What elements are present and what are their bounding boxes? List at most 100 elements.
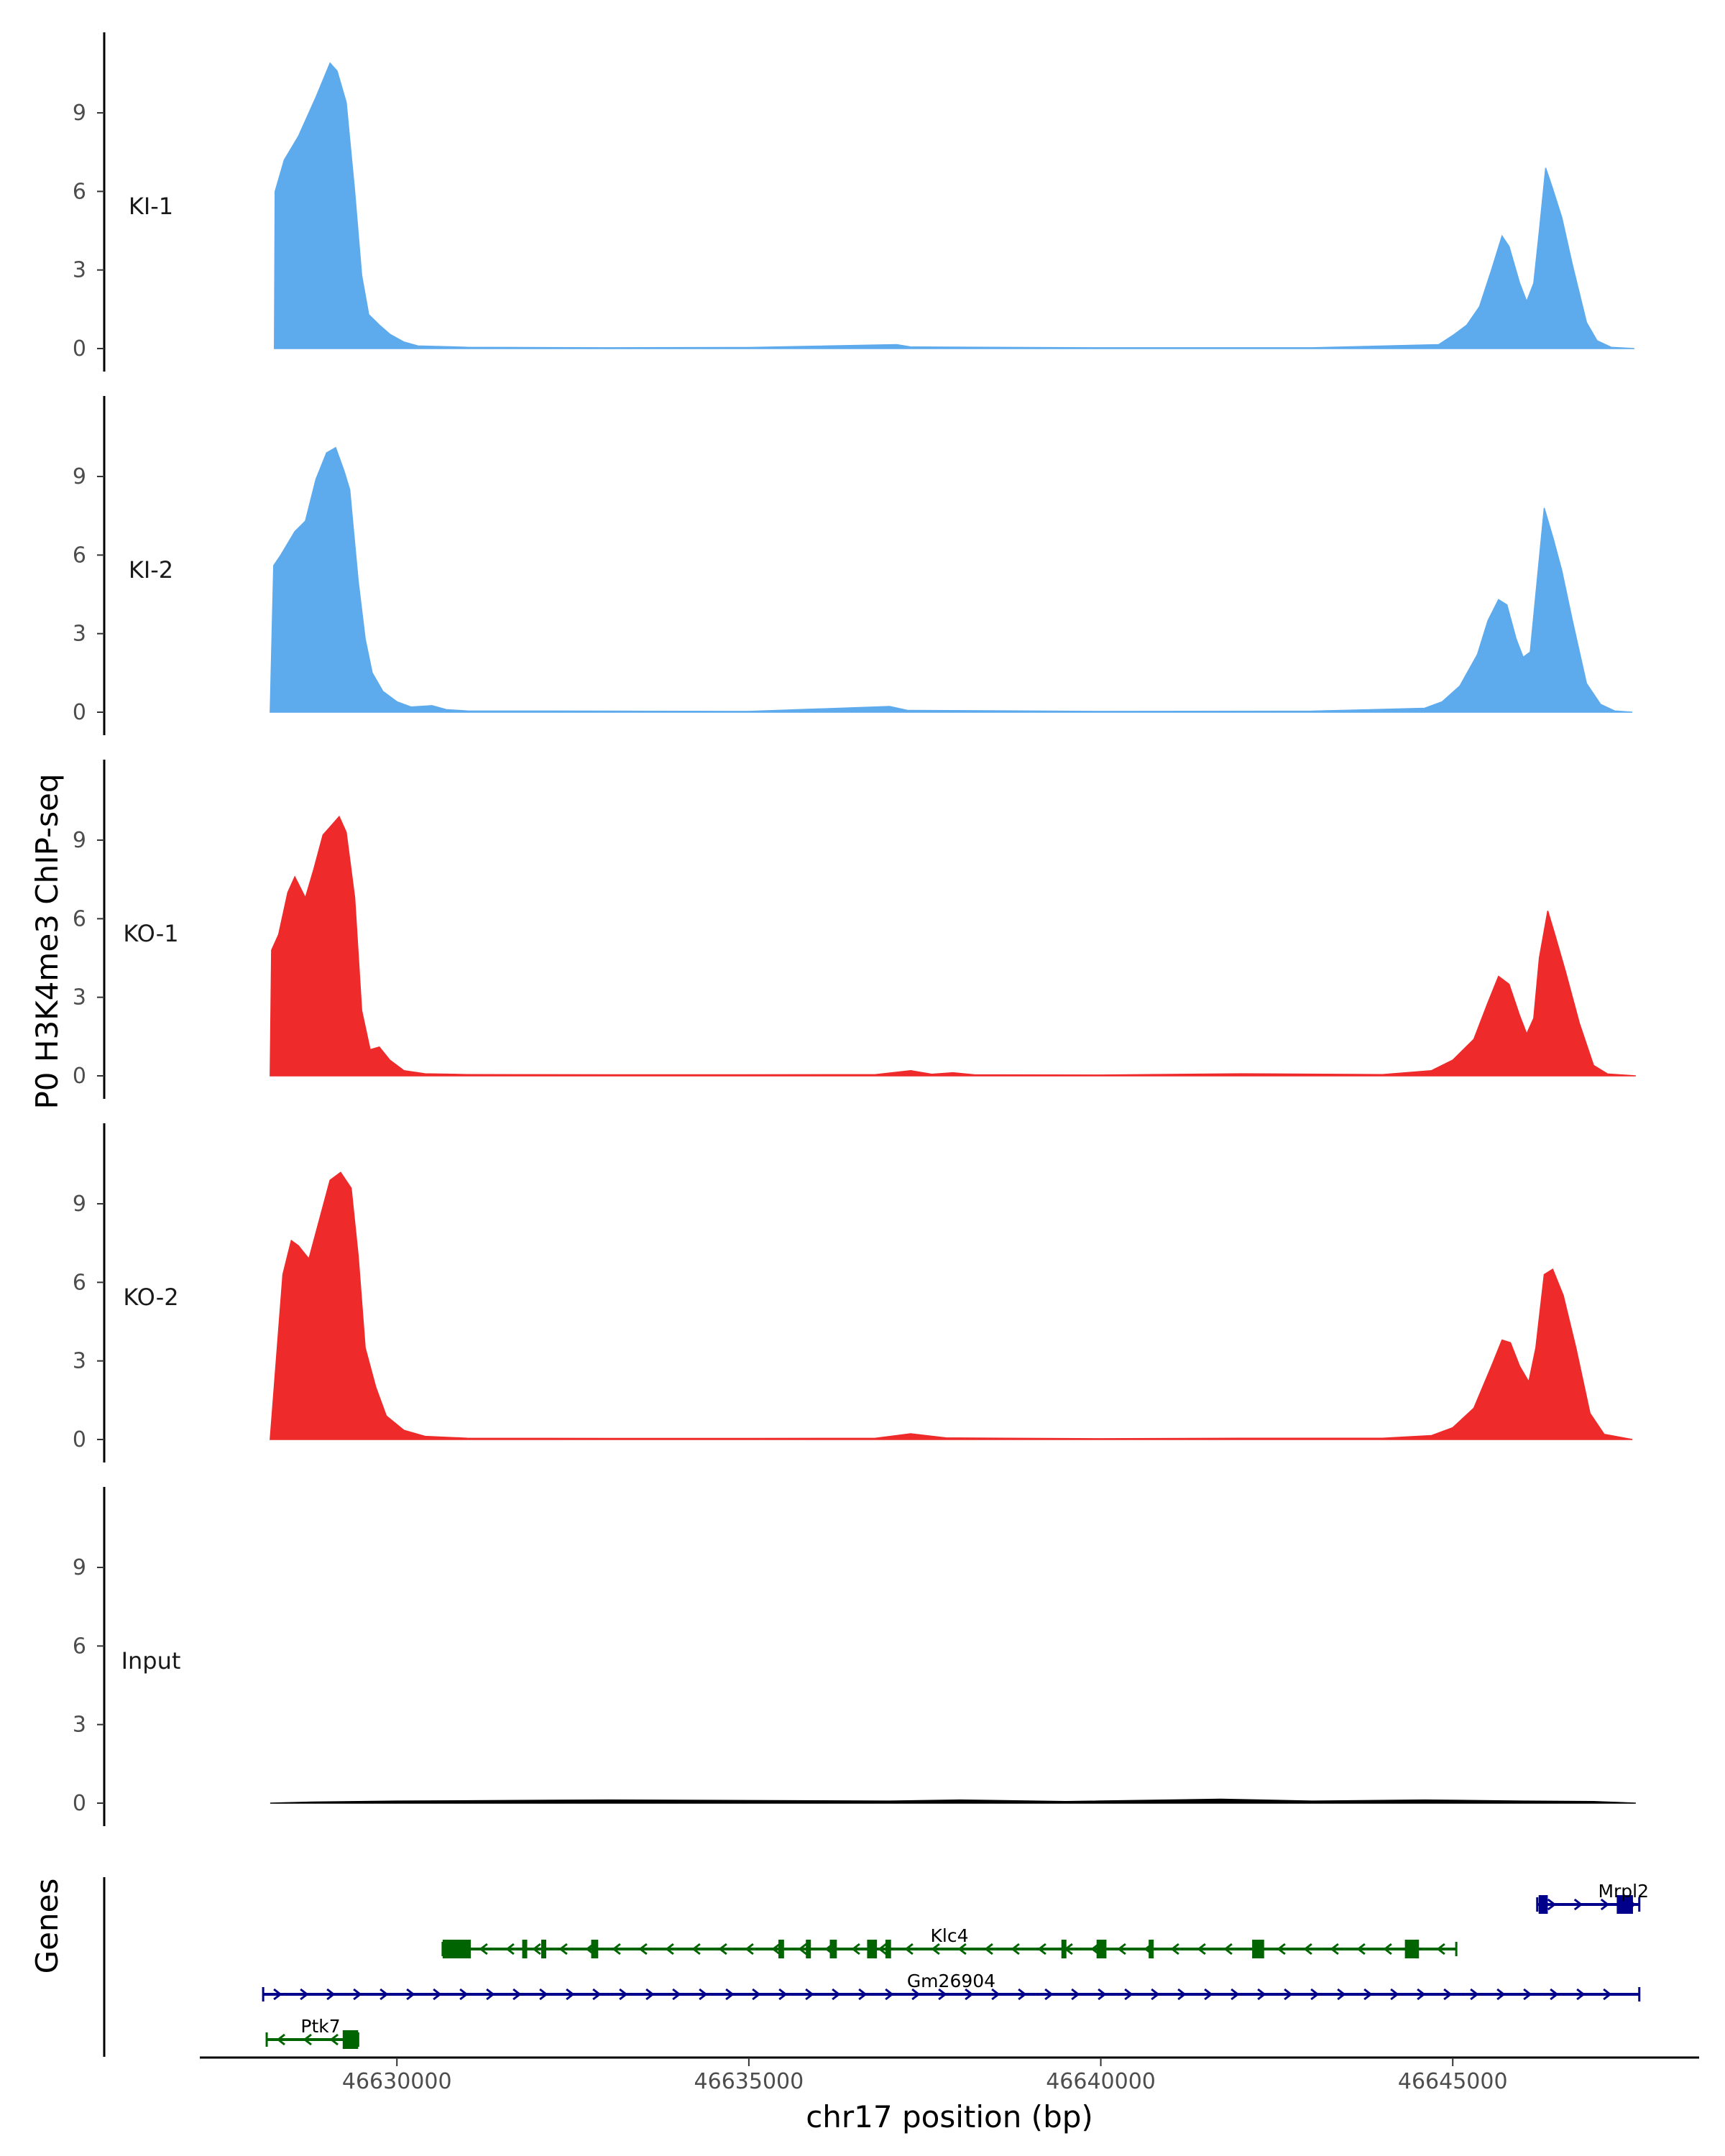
exon xyxy=(1404,1940,1420,1958)
y-tick-label: 6 xyxy=(73,543,86,568)
strand-arrow xyxy=(380,1988,389,2001)
strand-arrow xyxy=(1496,1988,1506,2001)
strand-arrow xyxy=(459,1988,469,2001)
y-tick-label: 6 xyxy=(73,906,86,931)
exon xyxy=(885,1940,891,1958)
strand-arrow xyxy=(1600,1898,1610,1911)
track-ki-1: 0 3 6 9 KI-1 xyxy=(73,32,1634,372)
strand-arrow xyxy=(1044,1988,1054,2001)
x-tick-label: 46630000 xyxy=(342,2069,452,2094)
strand-arrow xyxy=(718,1943,727,1955)
y-tick-label: 9 xyxy=(73,464,86,489)
strand-arrow xyxy=(353,1988,362,2001)
strand-arrow xyxy=(1417,1988,1426,2001)
strand-arrow xyxy=(771,1943,781,1955)
strand-arrow xyxy=(938,1988,947,2001)
strand-arrow xyxy=(1230,1988,1240,2001)
exon xyxy=(540,1940,546,1958)
strand-arrow xyxy=(1037,1943,1046,1955)
y-tick-label: 0 xyxy=(73,1791,86,1816)
strand-arrow xyxy=(1151,1988,1160,2001)
strand-arrow xyxy=(832,1988,841,2001)
strand-arrow xyxy=(904,1943,914,1955)
strand-arrow xyxy=(479,1943,488,1955)
strand-arrow xyxy=(931,1943,940,1955)
strand-arrow xyxy=(300,1988,309,2001)
y-tick-label: 0 xyxy=(73,1064,86,1089)
x-tick-label: 46635000 xyxy=(694,2069,804,2094)
strand-arrow xyxy=(1098,1988,1107,2001)
strand-arrow xyxy=(566,1988,575,2001)
strand-arrow xyxy=(1276,1943,1286,1955)
y-tick-label: 0 xyxy=(73,1427,86,1452)
strand-arrow xyxy=(273,1988,282,2001)
strand-arrow xyxy=(858,1988,868,2001)
strand-arrow xyxy=(1330,1943,1339,1955)
y-tick-label: 0 xyxy=(73,700,86,725)
strand-arrow xyxy=(1117,1943,1126,1955)
y-tick-label: 9 xyxy=(73,1555,86,1580)
exon xyxy=(1061,1940,1067,1958)
y-tick-label: 3 xyxy=(73,622,86,647)
strand-arrow xyxy=(1011,1943,1020,1955)
strand-arrow xyxy=(1523,1988,1532,2001)
gene-klc4: Klc4 xyxy=(441,1925,1458,1958)
strand-arrow xyxy=(885,1988,894,2001)
coverage-area-input xyxy=(270,1798,1636,1804)
track-ko-2: 0 3 6 9 KO-2 xyxy=(73,1123,1633,1462)
strand-arrow xyxy=(433,1988,442,2001)
strand-arrow xyxy=(645,1988,655,2001)
strand-arrow xyxy=(752,1988,761,2001)
x-tick-label: 46645000 xyxy=(1398,2069,1508,2094)
strand-arrow xyxy=(1443,1988,1453,2001)
strand-arrow xyxy=(1257,1988,1266,2001)
track-label: KO-2 xyxy=(123,1284,178,1311)
strand-arrow xyxy=(1470,1988,1479,2001)
y-tick-label: 3 xyxy=(73,1349,86,1374)
strand-arrow xyxy=(612,1943,621,1955)
exon xyxy=(1096,1940,1107,1958)
exon xyxy=(522,1940,528,1958)
x-axis-title: chr17 position (bp) xyxy=(806,2099,1093,2134)
strand-arrow xyxy=(619,1988,628,2001)
strand-arrow xyxy=(691,1943,701,1955)
strand-arrow xyxy=(851,1943,860,1955)
track-label: Input xyxy=(121,1647,181,1674)
strand-arrow xyxy=(406,1988,415,2001)
exon xyxy=(778,1940,784,1958)
strand-arrow xyxy=(539,1988,548,2001)
track-ki-2: 0 3 6 9 KI-2 xyxy=(73,396,1633,735)
exon xyxy=(1252,1940,1264,1958)
strand-arrow xyxy=(1573,1898,1583,1911)
gene-mrpl2: Mrpl2 xyxy=(1536,1881,1649,1914)
y-tick-label: 6 xyxy=(73,1270,86,1295)
strand-arrow xyxy=(303,2033,312,2046)
strand-arrow xyxy=(699,1988,708,2001)
coverage-area-ko-2 xyxy=(270,1171,1633,1440)
strand-arrow xyxy=(798,1943,807,1955)
strand-arrow xyxy=(1197,1943,1206,1955)
strand-arrow xyxy=(1170,1943,1179,1955)
strand-arrow xyxy=(672,1988,681,2001)
gene-ptk7: Ptk7 xyxy=(265,2016,359,2049)
strand-arrow xyxy=(778,1988,788,2001)
gene-label: Gm26904 xyxy=(907,1971,995,1991)
strand-arrow xyxy=(1603,1988,1612,2001)
coverage-tracks: 0 3 6 9 KI-1 0 3 6 9 KI-2 0 3 6 9 KO-1 0 3 6 9 KO-2 0 3 6 9 Inpu… xyxy=(73,32,1636,1826)
y-tick-label: 9 xyxy=(73,1192,86,1217)
exon xyxy=(591,1940,599,1958)
exon xyxy=(442,1940,472,1958)
strand-arrow xyxy=(725,1988,735,2001)
strand-arrow xyxy=(991,1988,1000,2001)
track-label: KI-2 xyxy=(129,556,173,584)
strand-arrow xyxy=(592,1988,602,2001)
strand-arrow xyxy=(512,1988,522,2001)
y-tick-label: 9 xyxy=(73,828,86,853)
strand-arrow xyxy=(558,1943,568,1955)
strand-arrow xyxy=(505,1943,515,1955)
strand-arrow xyxy=(1124,1988,1133,2001)
strand-arrow xyxy=(1310,1988,1320,2001)
strand-arrow xyxy=(638,1943,648,1955)
track-ko-1: 0 3 6 9 KO-1 xyxy=(73,760,1636,1099)
